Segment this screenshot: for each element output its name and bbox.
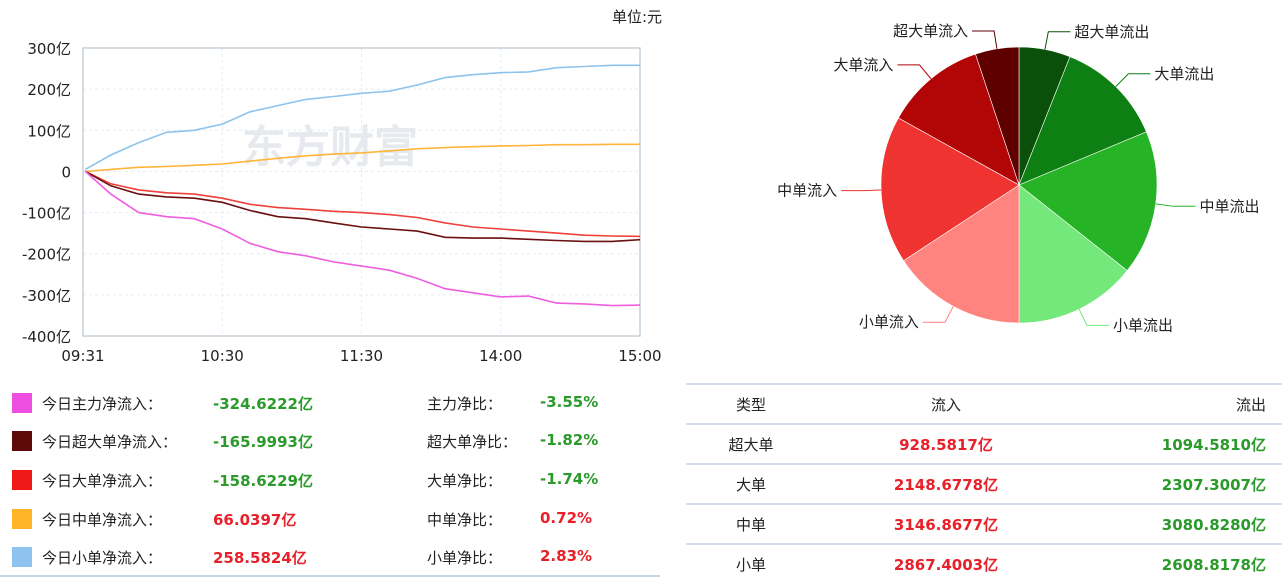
legend-row-small: 今日小单净流入： 258.5824亿 小单净比： 2.83% [10,542,670,572]
cell-outflow: 2608.8178亿 [1076,543,1282,578]
legend-row-super-large: 今日超大单净流入： -165.9993亿 超大单净比： -1.82% [10,426,670,456]
legend-swatch [12,393,32,413]
table-row: 中单 3146.8677亿 3080.8280亿 [686,503,1282,544]
label-leader-line [1044,31,1071,50]
legend-label: 今日超大单净流入： [42,433,178,451]
y-tick-label: -100亿 [22,205,71,223]
pie-label: 大单流入 [833,56,893,74]
legend-label: 今日中单净流入： [42,511,163,529]
cell-type: 小单 [686,543,816,578]
pie-label: 大单流出 [1154,65,1214,83]
pie-slice [1018,131,1158,272]
legend-swatch [12,509,32,529]
legend-divider [0,575,660,577]
legend-swatch [12,470,32,490]
y-tick-label: 100亿 [27,122,71,140]
cell-outflow: 3080.8280亿 [1076,503,1282,544]
label-leader-line [841,189,882,192]
ratio-value: -3.55% [540,393,599,411]
label-leader-line [922,306,954,323]
label-leader-line [897,64,932,80]
x-tick-label: 10:30 [201,347,244,365]
ratio-value: 0.72% [540,509,593,527]
legend-swatch [12,547,32,567]
y-tick-label: -200亿 [22,246,71,264]
table-row: 超大单 928.5817亿 1094.5810亿 [686,423,1282,464]
legend-row-main: 今日主力净流入： -324.6222亿 主力净比： -3.55% [10,388,670,418]
legend-value: -158.6229亿 [213,472,313,490]
legend-label: 今日小单净流入： [42,549,163,567]
y-tick-label: -400亿 [22,328,71,346]
ratio-value: 2.83% [540,547,593,565]
legend-swatch [12,431,32,451]
y-tick-label: 200亿 [27,81,71,99]
ratio-label: 小单净比： [427,549,503,567]
pie-label: 超大单流入 [893,22,968,40]
x-tick-label: 14:00 [479,347,522,365]
flow-table: 类型 流入 流出 超大单 928.5817亿 1094.5810亿 大单 214… [686,383,1282,578]
plot-frame [82,47,641,337]
ratio-label: 中单净比： [427,511,503,529]
pie-slice [1018,184,1128,324]
cell-inflow: 2148.6778亿 [816,463,1076,504]
ratio-label: 大单净比： [427,472,503,490]
table-header: 类型 流入 流出 [686,383,1282,424]
label-leader-line [972,30,998,49]
legend-value: -165.9993亿 [213,433,313,451]
ratio-value: -1.74% [540,470,599,488]
pie-label: 中单流出 [1200,197,1260,215]
watermark-logo: 东方财富 [242,122,418,173]
header-type: 类型 [686,383,816,424]
header-inflow: 流入 [816,383,1076,424]
x-tick-label: 11:30 [340,347,383,365]
cell-type: 超大单 [686,423,816,464]
unit-label: 单位:元 [612,8,662,26]
legend-value: 66.0397亿 [213,511,297,529]
series-line [84,170,641,307]
pie-slice [897,53,1020,186]
ratio-label: 超大单净比： [427,433,518,451]
label-leader-line [1078,308,1109,326]
series-line [84,170,641,238]
series-line [84,170,641,243]
pie-label: 中单流入 [777,182,837,200]
legend-value: -324.6222亿 [213,395,313,413]
y-tick-label: -300亿 [22,287,71,305]
pie-slice [975,46,1020,186]
net-inflow-line-chart: 单位:元 东方财富 300亿 200亿 100亿 0 -100亿 -200亿 -300亿 -4… [22,8,662,365]
cell-inflow: 2867.4003亿 [816,543,1076,578]
legend-label: 今日大单净流入： [42,472,163,490]
label-leader-line [1155,203,1196,207]
legend-row-medium: 今日中单净流入： 66.0397亿 中单净比： 0.72% [10,504,670,534]
legend-value: 258.5824亿 [213,549,307,567]
x-tick-label: 15:00 [618,347,661,365]
table-row: 大单 2148.6778亿 2307.3007亿 [686,463,1282,504]
cell-outflow: 2307.3007亿 [1076,463,1282,504]
table-row: 小单 2867.4003亿 2608.8178亿 [686,543,1282,578]
ratio-label: 主力净比： [427,395,503,413]
pie-label: 小单流出 [1113,316,1173,334]
series-line [84,64,640,171]
cell-type: 大单 [686,463,816,504]
cell-inflow: 3146.8677亿 [816,503,1076,544]
x-tick-label: 09:31 [61,347,104,365]
series-line [85,143,640,173]
header-outflow: 流出 [1076,383,1282,424]
y-tick-label: 300亿 [27,40,71,58]
cell-outflow: 1094.5810亿 [1076,423,1282,464]
cell-type: 中单 [686,503,816,544]
legend-row-large: 今日大单净流入： -158.6229亿 大单净比： -1.74% [10,465,670,495]
cell-inflow: 928.5817亿 [816,423,1076,464]
pie-label: 超大单流出 [1074,23,1149,41]
label-leader-line [1115,73,1151,87]
legend-label: 今日主力净流入： [42,395,163,413]
pie-slice [1018,56,1147,186]
y-tick-label: 0 [61,163,71,181]
ratio-value: -1.82% [540,431,599,449]
pie-label: 小单流入 [859,313,919,331]
